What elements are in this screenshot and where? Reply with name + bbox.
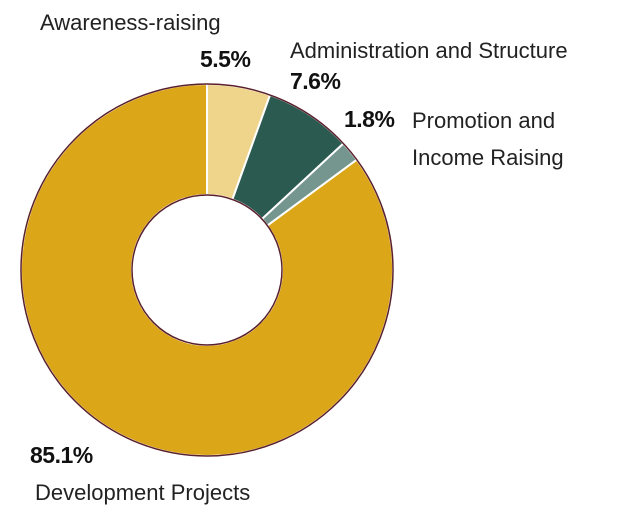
category-label: Promotion and Income Raising: [412, 108, 564, 170]
value-label: 1.8%: [344, 106, 395, 132]
category-label: Administration and Structure: [290, 38, 568, 63]
value-label: 5.5%: [200, 46, 251, 72]
inner-rim: [131, 194, 283, 346]
outer-rim: [20, 83, 394, 457]
value-label: 7.6%: [290, 68, 341, 94]
value-label: 85.1%: [30, 442, 93, 468]
category-label: Awareness-raising: [40, 10, 221, 35]
category-label: Development Projects: [35, 480, 251, 505]
